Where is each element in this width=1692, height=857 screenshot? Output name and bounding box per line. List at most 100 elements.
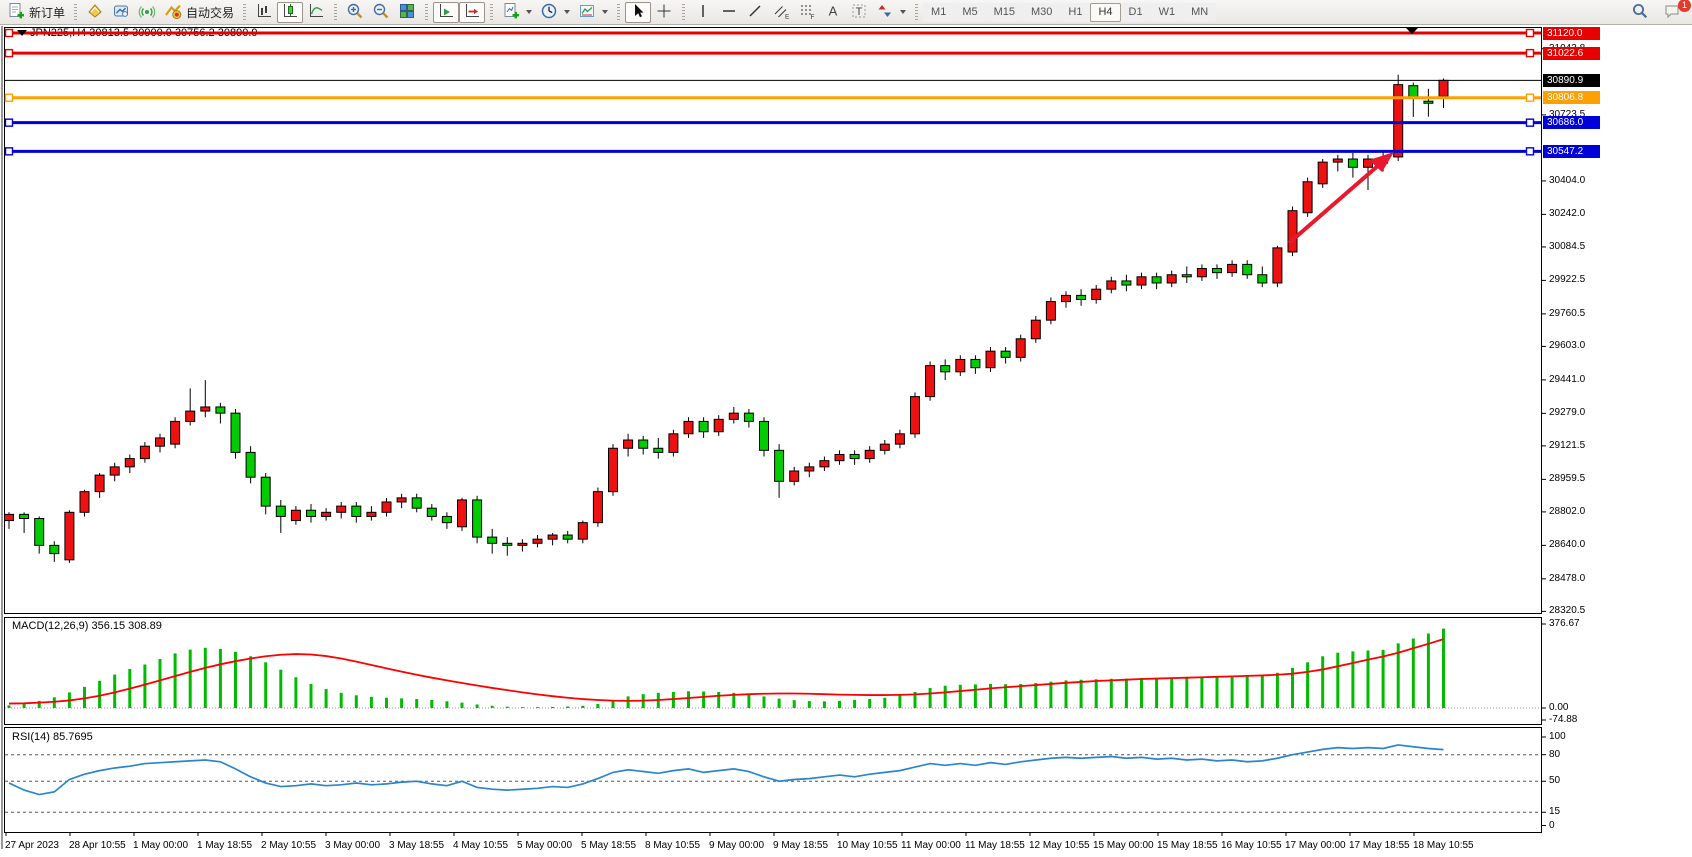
tile-windows-button[interactable] [394, 2, 420, 23]
time-axis-label: 2 May 10:55 [261, 840, 317, 851]
tile-windows-icon [398, 2, 416, 23]
time-axis-label: 12 May 10:55 [1029, 840, 1090, 851]
periods-button[interactable] [536, 2, 574, 23]
new-order-label: 新订单 [29, 5, 66, 20]
alerts-button[interactable] [82, 2, 108, 23]
auto-trading-button[interactable]: 自动交易 [160, 2, 238, 23]
svg-text:F: F [811, 14, 815, 20]
time-axis-label: 3 May 18:55 [389, 840, 445, 851]
time-axis-label: 17 May 00:00 [1285, 840, 1346, 851]
price-tick-label: 28320.5 [1549, 605, 1586, 617]
svg-text:A: A [829, 3, 838, 18]
chart-shift-icon [463, 2, 481, 23]
chart-shift-button[interactable] [459, 1, 486, 23]
toolbar-grip [243, 4, 247, 20]
rsi-axis-label: 50 [1549, 775, 1561, 787]
fibonacci-tool-button[interactable]: F [794, 2, 820, 23]
time-axis-label: 11 May 00:00 [901, 840, 961, 851]
zoom-out-icon [372, 2, 390, 23]
crosshair-button[interactable] [651, 2, 677, 23]
time-axis-label: 28 Apr 10:55 [69, 840, 126, 851]
candlestick-mode-button[interactable] [277, 1, 304, 23]
timeframe-m5-button[interactable]: M5 [954, 2, 986, 22]
trendline-icon [746, 2, 764, 23]
search-button[interactable] [1627, 2, 1653, 23]
zoom-in-button[interactable] [342, 2, 368, 23]
auto-scroll-icon [437, 2, 455, 23]
timeframe-h4-button[interactable]: H4 [1090, 2, 1121, 22]
text-label-icon: T [850, 2, 868, 23]
time-axis-label: 15 May 18:55 [1157, 840, 1218, 851]
trendline-tool-button[interactable] [742, 2, 768, 23]
price-tick-label: 28640.0 [1549, 539, 1586, 551]
price-tick-label: 29922.5 [1549, 274, 1586, 286]
notifications-button[interactable]: 1 [1659, 0, 1691, 23]
arrows-tool-button[interactable] [872, 2, 910, 23]
toolbar-grip [425, 4, 429, 20]
time-axis-label: 11 May 18:55 [965, 840, 1025, 851]
bar-chart-icon [255, 2, 273, 23]
timeframe-mn-button[interactable]: MN [1183, 2, 1217, 22]
publish-chart-button[interactable] [108, 2, 134, 23]
timeframe-m30-button[interactable]: M30 [1023, 2, 1061, 22]
price-tick-label: 30404.0 [1549, 174, 1586, 186]
time-axis-label: 17 May 18:55 [1349, 840, 1410, 851]
time-axis-label: 10 May 10:55 [837, 840, 898, 851]
indicators-button[interactable] [498, 2, 536, 23]
chart-title: JPN225,H4 30813.5 30900.0 30756.2 30890.… [30, 27, 258, 39]
template-icon [578, 2, 596, 23]
time-axis-label: 27 Apr 2023 [5, 840, 59, 851]
zoom-out-button[interactable] [368, 2, 394, 23]
svg-text:E: E [785, 13, 790, 20]
text-tool-button[interactable]: A [820, 2, 846, 23]
vertical-line-icon [694, 2, 712, 23]
templates-button[interactable] [574, 2, 612, 23]
time-axis-label: 8 May 10:55 [645, 840, 701, 851]
price-tick-label: 28478.0 [1549, 572, 1586, 584]
vertical-line-tool-button[interactable] [690, 2, 716, 23]
timeframe-m1-button[interactable]: M1 [923, 2, 955, 22]
horizontal-line-tool-button[interactable] [716, 2, 742, 23]
svg-text:T: T [856, 6, 863, 18]
line-chart-mode-button[interactable] [303, 2, 329, 23]
price-tick-label: 29279.0 [1549, 407, 1586, 419]
candlestick-icon [281, 2, 299, 23]
price-tick-label: 28959.5 [1549, 473, 1586, 485]
horizontal-line-icon [720, 2, 738, 23]
dropdown-caret-icon [900, 10, 907, 14]
timeframe-m15-button[interactable]: M15 [985, 2, 1023, 22]
time-axis-label: 1 May 18:55 [197, 840, 253, 851]
time-axis-label: 9 May 00:00 [709, 840, 765, 851]
text-label-tool-button[interactable]: T [846, 2, 872, 23]
fibonacci-icon: F [798, 2, 816, 23]
indicators-icon [502, 2, 520, 23]
arrows-icon [876, 2, 894, 23]
toolbar: 新订单 自动交易 [0, 0, 1692, 25]
price-tick-label: 31043.8 [1549, 42, 1586, 54]
signal-icon [138, 2, 156, 23]
timeframe-d1-button[interactable]: D1 [1120, 2, 1151, 22]
new-order-icon [7, 2, 25, 23]
macd-axis-label: 376.67 [1549, 618, 1580, 629]
dropdown-caret-icon [564, 10, 571, 14]
bar-chart-mode-button[interactable] [251, 2, 277, 23]
price-tick-label: 29760.5 [1549, 307, 1586, 319]
auto-scroll-button[interactable] [433, 1, 460, 23]
time-axis-label: 9 May 18:55 [773, 840, 829, 851]
signals-button[interactable] [134, 2, 160, 23]
timeframe-h1-button[interactable]: H1 [1060, 2, 1091, 22]
axis-labels-layer: JPN225,H4 30813.5 30900.0 30756.2 30890.… [0, 25, 1692, 857]
time-axis-label: 1 May 00:00 [133, 840, 189, 851]
new-order-button[interactable]: 新订单 [3, 2, 69, 23]
cursor-button[interactable] [625, 1, 652, 23]
equidistant-channel-tool-button[interactable]: E [768, 2, 794, 23]
time-axis-label: 3 May 00:00 [325, 840, 381, 851]
timeframe-w1-button[interactable]: W1 [1150, 2, 1184, 22]
clock-icon [540, 2, 558, 23]
price-tick-label: 29603.0 [1549, 340, 1586, 352]
toolbar-grip [915, 4, 919, 20]
search-icon [1631, 2, 1649, 23]
time-axis-label: 18 May 10:55 [1413, 840, 1474, 851]
alert-diamond-icon [86, 2, 104, 23]
macd-indicator-label: MACD(12,26,9) 356.15 308.89 [12, 620, 162, 632]
